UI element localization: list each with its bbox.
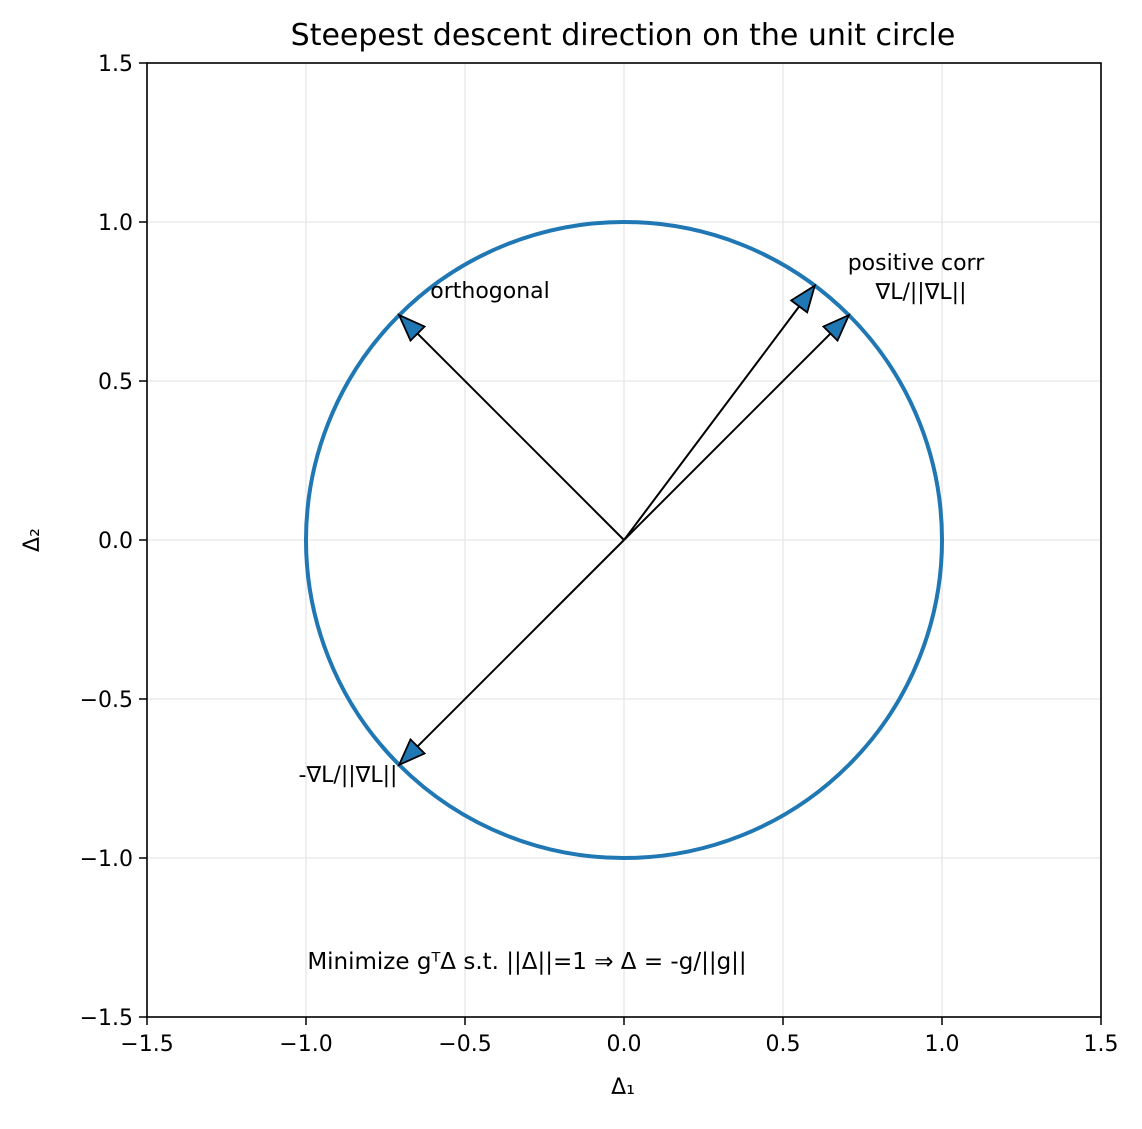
x-tick-label: 0.0 bbox=[607, 1032, 642, 1057]
y-tick-label: −1.5 bbox=[80, 1006, 133, 1031]
x-tick-label: 1.0 bbox=[925, 1032, 960, 1057]
circle-layer bbox=[304, 220, 944, 860]
orthogonal-label: orthogonal bbox=[430, 279, 550, 304]
optimization-note: Minimize gᵀΔ s.t. ||Δ||=1 ⇒ Δ = -g/||g|| bbox=[307, 949, 746, 975]
negative-gradient-arrow-head bbox=[397, 737, 427, 767]
negative-gradient-label: -∇L/||∇L|| bbox=[299, 763, 398, 788]
y-tick-label: 1.0 bbox=[98, 211, 133, 236]
orthogonal-arrow-shaft bbox=[416, 332, 625, 541]
gradient-arrow-shaft bbox=[623, 332, 832, 541]
y-tick-label: 1.5 bbox=[98, 52, 133, 77]
positive-corr-arrow-head bbox=[789, 283, 817, 314]
gradient-arrow-head bbox=[821, 313, 851, 343]
y-tick-label: 0.0 bbox=[98, 529, 133, 554]
unit-circle bbox=[304, 220, 944, 860]
chart-title: Steepest descent direction on the unit c… bbox=[291, 18, 956, 53]
gradient-label: ∇L/||∇L|| bbox=[874, 280, 966, 305]
x-tick-label: 0.5 bbox=[766, 1032, 801, 1057]
x-tick-label: 1.5 bbox=[1084, 1032, 1119, 1057]
arrow-layer bbox=[397, 283, 851, 767]
negative-gradient-arrow-shaft bbox=[416, 539, 625, 748]
y-tick-label: 0.5 bbox=[98, 370, 133, 395]
tick-layer: −1.5 −1.0 −0.5 0.0 0.5 1.0 1.5 −1.5 −1.0 −0.5 0.0 0… bbox=[80, 52, 1119, 1057]
x-tick-label: −1.0 bbox=[279, 1032, 332, 1057]
x-tick-label: −1.5 bbox=[120, 1032, 173, 1057]
positive-corr-label: positive corr bbox=[848, 251, 985, 276]
y-axis-label: Δ₂ bbox=[20, 528, 45, 552]
y-tick-label: −1.0 bbox=[80, 847, 133, 872]
orthogonal-arrow-head bbox=[397, 313, 427, 343]
x-axis-label: Δ₁ bbox=[611, 1075, 635, 1100]
y-tick-label: −0.5 bbox=[80, 688, 133, 713]
x-tick-label: −0.5 bbox=[438, 1032, 491, 1057]
positive-corr-arrow-shaft bbox=[623, 305, 801, 541]
